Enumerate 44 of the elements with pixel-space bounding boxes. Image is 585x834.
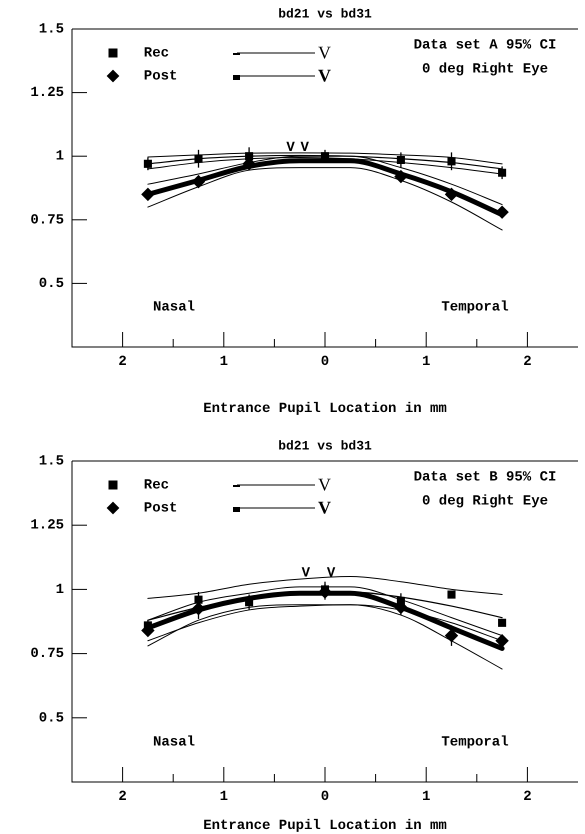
y-tick-label: 0.5 — [38, 276, 64, 292]
annotation: 0 deg Right Eye — [422, 494, 548, 510]
chart-title: bd21 vs bd31 — [278, 438, 372, 454]
x-tick-label: 0 — [320, 354, 330, 370]
x-tick-label: 2 — [118, 788, 127, 805]
x-axis-title: Entrance Pupil Location in mm — [203, 401, 447, 418]
annotation: 0 deg Right Eye — [422, 62, 548, 78]
legend-label: Rec — [127, 46, 170, 62]
y-tick-label: 1.5 — [38, 22, 64, 38]
annotation: V — [318, 498, 331, 518]
legend-label: Post — [127, 68, 178, 85]
legend-label: Post — [127, 500, 178, 517]
y-tick-label: 0.75 — [30, 212, 64, 228]
y-tick-label: 1.5 — [38, 454, 64, 470]
annotation: V — [318, 66, 331, 86]
x-tick-label: 1 — [422, 354, 430, 370]
annotation: Temporal — [441, 300, 509, 316]
x-tick-label: 1 — [220, 354, 228, 370]
legend-label: Rec — [127, 478, 170, 494]
y-tick-label: 1 — [56, 148, 64, 165]
y-tick-label: 0.75 — [30, 646, 64, 662]
annotation: Temporal — [441, 734, 509, 751]
x-tick-label: 2 — [118, 354, 127, 370]
x-tick-label: 2 — [523, 354, 532, 370]
x-tick-label: 1 — [220, 788, 228, 805]
chart-title: bd21 vs bd31 — [278, 6, 372, 22]
x-tick-label: 2 — [523, 788, 532, 805]
y-tick-label: 0.5 — [38, 710, 64, 726]
annotation: Nasal — [152, 300, 196, 316]
annotation: V — [302, 566, 311, 582]
text: Data set A 95% CI — [414, 38, 556, 54]
x-tick-label: 0 — [320, 788, 330, 805]
annotation: V — [286, 140, 296, 156]
annotation: V — [318, 42, 331, 63]
annotation: V — [300, 140, 310, 156]
annotation: V — [318, 474, 331, 495]
annotation: Nasal — [152, 734, 196, 751]
y-tick-label: 1.25 — [30, 85, 64, 102]
text: Data set B 95% CI — [414, 470, 556, 486]
x-tick-label: 1 — [422, 788, 430, 805]
annotation: V — [326, 566, 336, 582]
x-axis-title: Entrance Pupil Location in mm — [203, 818, 447, 834]
y-tick-label: 1 — [56, 582, 64, 598]
y-tick-label: 1.25 — [30, 518, 64, 534]
